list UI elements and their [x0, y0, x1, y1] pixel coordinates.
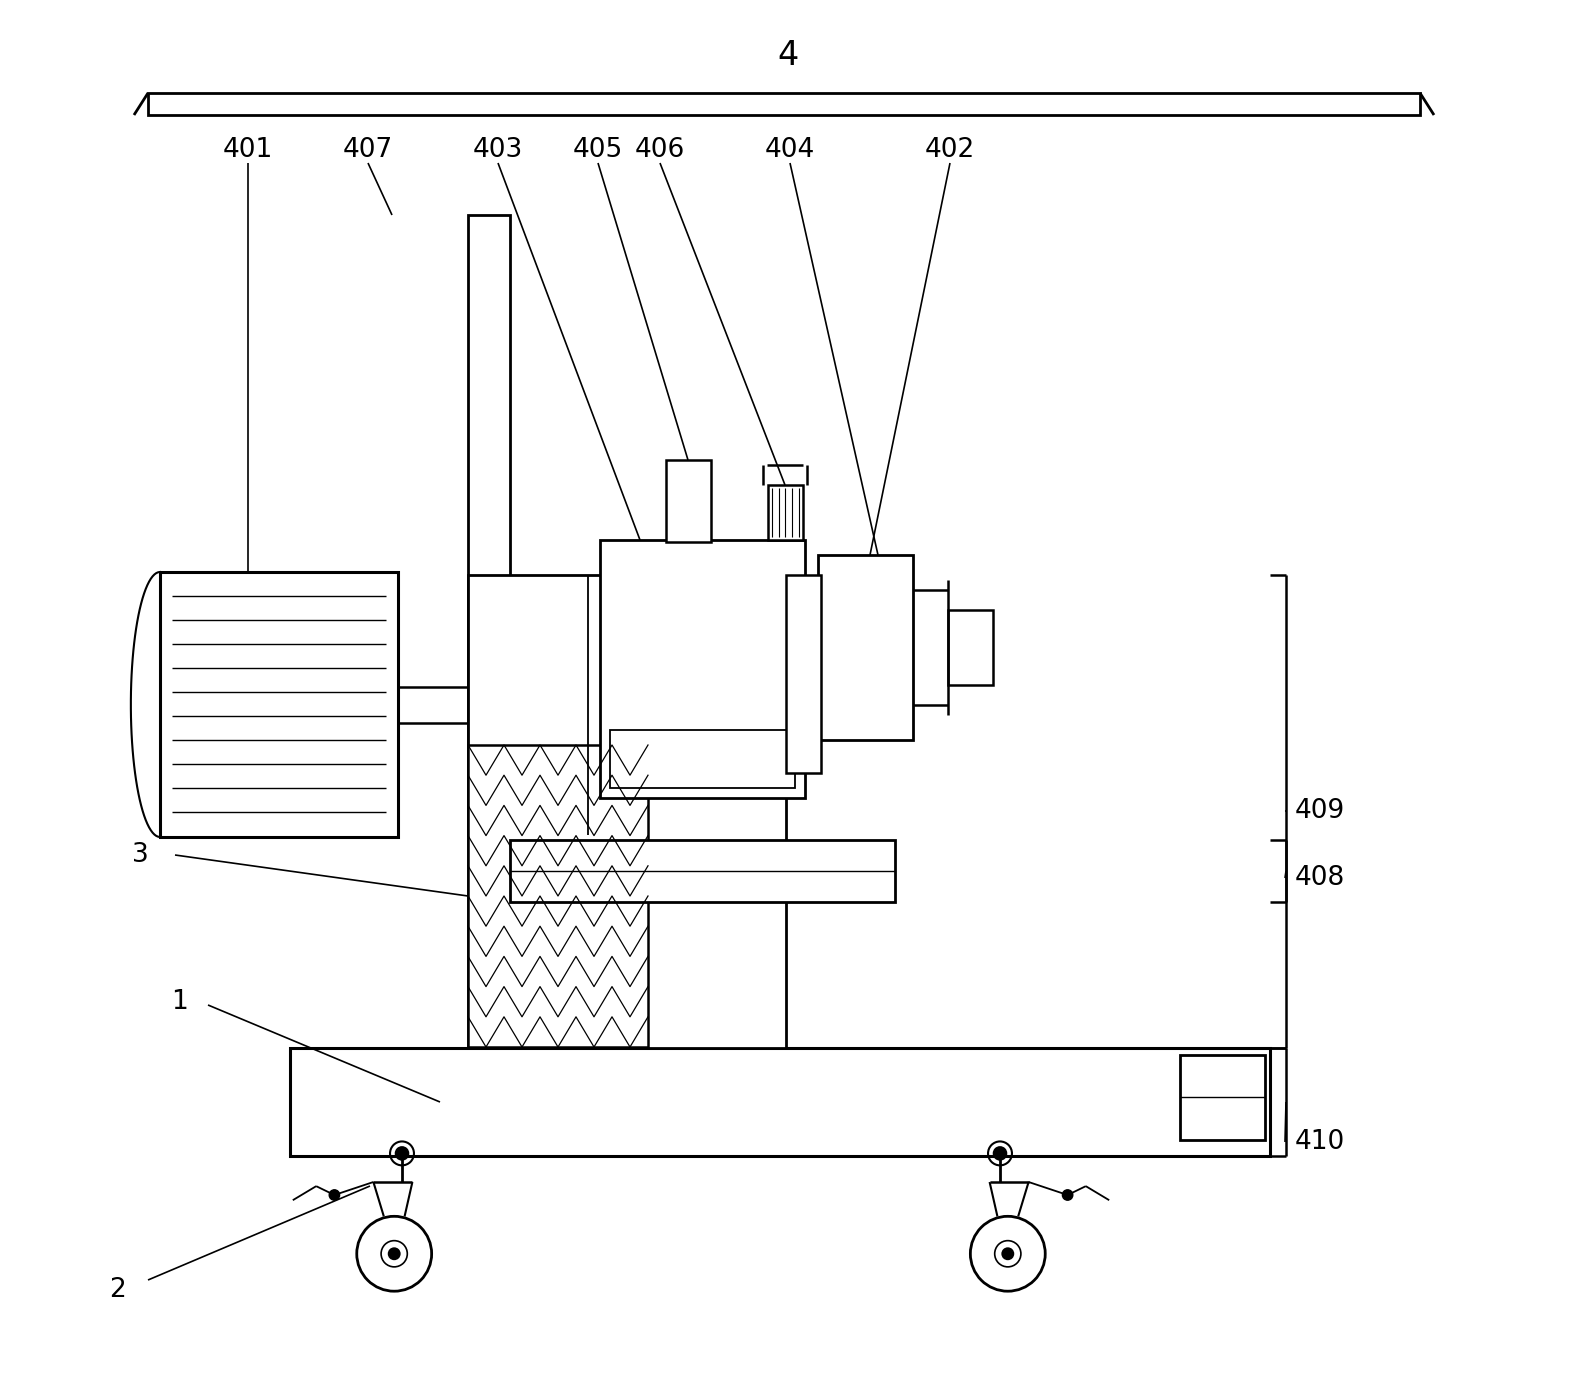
Text: 401: 401 [222, 137, 273, 163]
Text: 3: 3 [132, 842, 148, 869]
Circle shape [1002, 1248, 1013, 1259]
Text: 1: 1 [172, 989, 189, 1015]
Text: 410: 410 [1295, 1130, 1346, 1155]
Bar [148, 93, 1420, 115]
Circle shape [994, 1148, 1005, 1160]
Bar [468, 744, 648, 1047]
Text: 405: 405 [572, 137, 623, 163]
Circle shape [396, 1148, 408, 1160]
Text: 409: 409 [1295, 798, 1346, 824]
Bar [1180, 1055, 1266, 1139]
Bar [667, 460, 711, 541]
Circle shape [1062, 1190, 1073, 1200]
Bar [600, 540, 805, 798]
Text: 404: 404 [764, 137, 815, 163]
Circle shape [329, 1190, 339, 1200]
Bar [786, 574, 821, 773]
Bar [290, 1048, 1270, 1156]
Bar [610, 731, 794, 789]
Bar [468, 574, 786, 1048]
Text: 4: 4 [777, 39, 799, 72]
Text: 408: 408 [1295, 865, 1346, 891]
Text: 403: 403 [473, 137, 523, 163]
Bar [511, 840, 895, 902]
Bar [768, 485, 804, 540]
Text: 2: 2 [110, 1277, 126, 1304]
Bar [818, 555, 913, 740]
Text: 407: 407 [344, 137, 392, 163]
Circle shape [389, 1248, 400, 1259]
Text: 402: 402 [925, 137, 976, 163]
Text: 406: 406 [635, 137, 686, 163]
Bar [468, 215, 511, 836]
Bar [161, 572, 399, 837]
Bar [949, 610, 993, 685]
